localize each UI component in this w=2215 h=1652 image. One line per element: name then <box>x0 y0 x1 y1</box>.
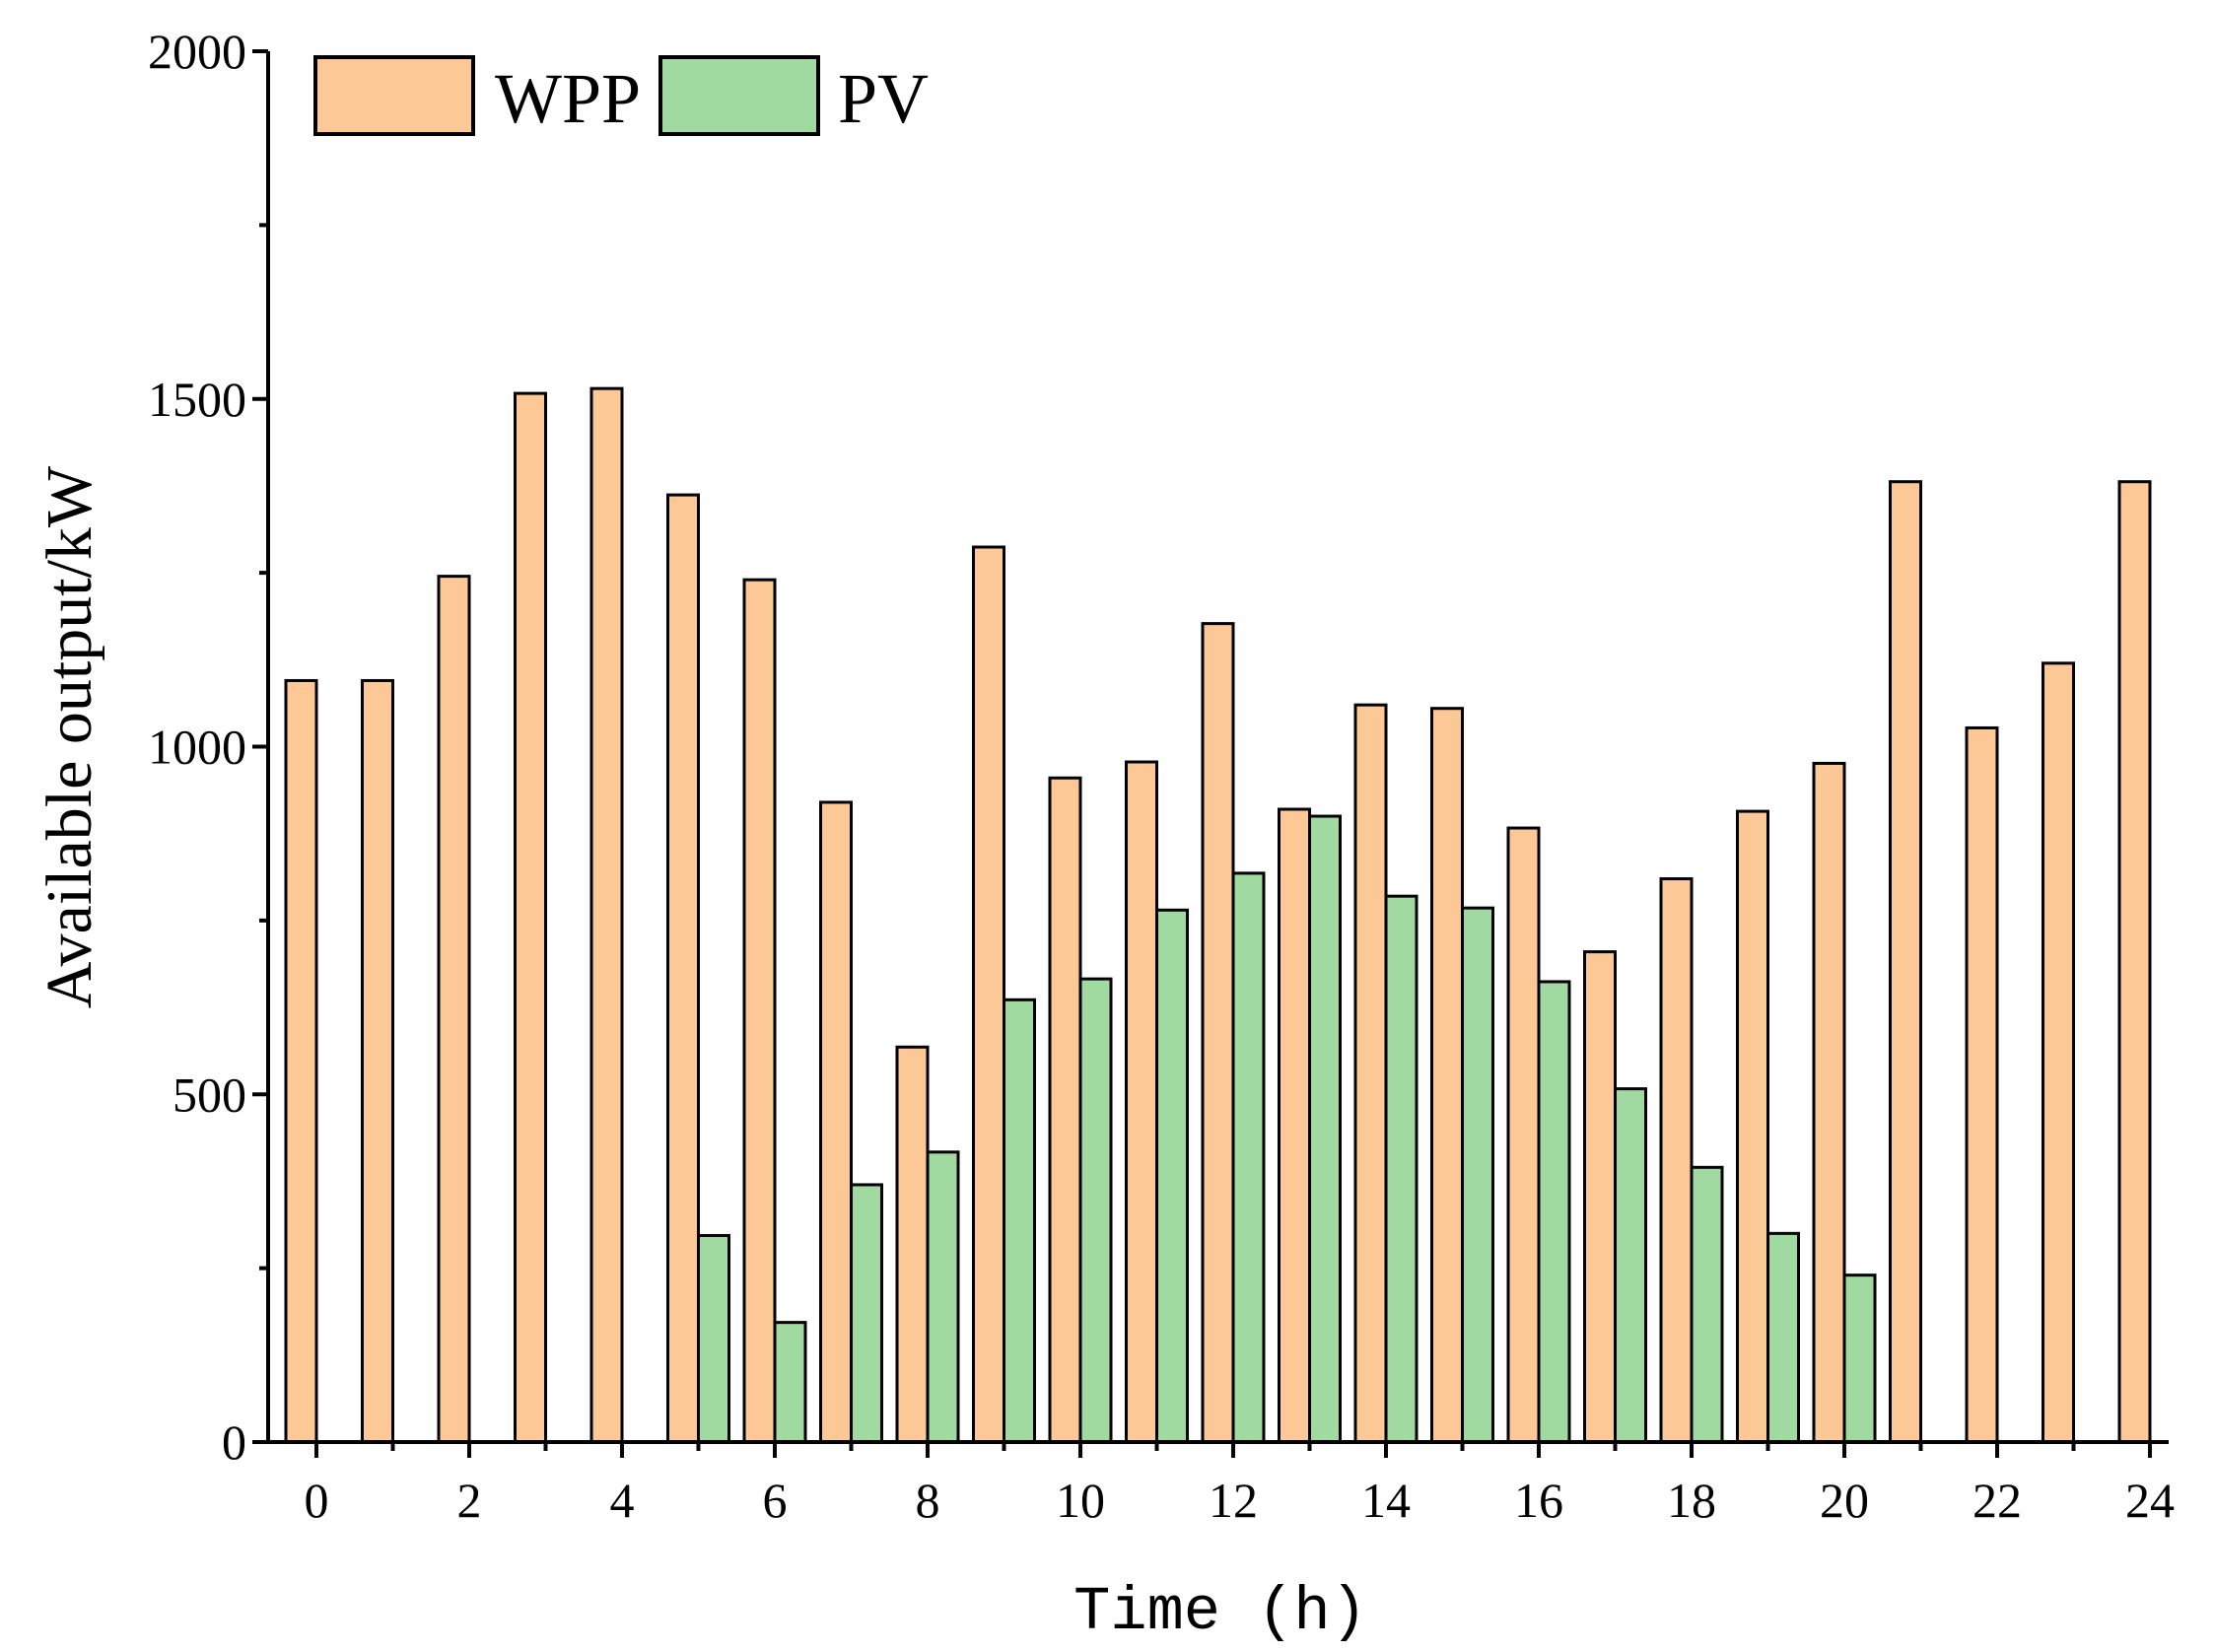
wpp-bar-4 <box>589 386 624 1444</box>
wpp-bar-3 <box>514 391 547 1444</box>
wpp-bar-12 <box>1201 622 1235 1444</box>
wpp-bar-14 <box>1353 703 1388 1444</box>
pv-bar-19 <box>1766 1231 1800 1444</box>
pv-bar-16 <box>1537 980 1571 1444</box>
wpp-bar-10 <box>1048 776 1082 1444</box>
pv-bar-11 <box>1155 908 1189 1444</box>
y-axis-title: Available output/kW <box>34 465 105 1008</box>
wpp-bar-9 <box>972 545 1005 1444</box>
wpp-bar-13 <box>1278 807 1311 1444</box>
wpp-bar-1 <box>361 678 394 1444</box>
pv-bar-14 <box>1384 894 1419 1444</box>
wpp-bar-8 <box>895 1045 930 1444</box>
legend-label-pv: PV <box>838 59 929 138</box>
pv-bar-13 <box>1308 814 1342 1444</box>
legend-label-wpp: WPP <box>495 59 641 138</box>
pv-bar-5 <box>697 1233 730 1444</box>
pv-bar-7 <box>850 1183 883 1444</box>
y-tick-label: 500 <box>173 1067 246 1122</box>
y-tick-label: 2000 <box>148 24 246 79</box>
y-tick-label: 0 <box>222 1414 246 1470</box>
wpp-bar-16 <box>1506 826 1541 1444</box>
wpp-bar-18 <box>1659 877 1694 1444</box>
wpp-bar-24 <box>2117 480 2152 1444</box>
x-tick-label: 4 <box>610 1473 635 1528</box>
wpp-bar-5 <box>666 493 700 1444</box>
x-tick-label: 6 <box>763 1473 788 1528</box>
x-tick-label: 22 <box>1973 1473 2022 1528</box>
x-tick-label: 16 <box>1514 1473 1563 1528</box>
pv-bar-6 <box>773 1321 807 1444</box>
x-tick-label: 10 <box>1056 1473 1105 1528</box>
legend-swatch-pv <box>658 55 820 136</box>
x-tick-label: 18 <box>1667 1473 1716 1528</box>
y-tick-label: 1500 <box>148 372 246 427</box>
pv-bar-8 <box>926 1150 960 1444</box>
x-tick-label: 14 <box>1361 1473 1411 1528</box>
pv-bar-18 <box>1690 1165 1724 1444</box>
pv-bar-17 <box>1614 1087 1647 1444</box>
wpp-bar-21 <box>1889 480 1922 1444</box>
pv-bar-20 <box>1842 1273 1877 1444</box>
x-axis-title: Time (h) <box>1073 1577 1367 1647</box>
x-tick-label: 2 <box>457 1473 482 1528</box>
legend-swatch-wpp <box>313 55 475 136</box>
wpp-series <box>284 386 2152 1444</box>
wpp-bar-20 <box>1812 761 1846 1444</box>
pv-bar-15 <box>1461 906 1494 1444</box>
pv-bar-9 <box>1003 998 1036 1444</box>
y-tick-label: 1000 <box>148 720 246 775</box>
wpp-bar-2 <box>437 575 471 1444</box>
x-tick-label: 8 <box>916 1473 940 1528</box>
x-tick-label: 24 <box>2125 1473 2175 1528</box>
x-tick-label: 12 <box>1209 1473 1258 1528</box>
wpp-bar-22 <box>1965 725 1999 1444</box>
pv-bar-10 <box>1078 977 1113 1444</box>
wpp-bar-17 <box>1583 950 1617 1444</box>
wpp-bar-23 <box>2042 661 2075 1444</box>
wpp-bar-11 <box>1125 760 1158 1444</box>
wpp-bar-19 <box>1736 809 1769 1444</box>
x-tick-label: 20 <box>1820 1473 1869 1528</box>
wpp-bar-15 <box>1430 707 1464 1444</box>
wpp-bar-6 <box>742 578 777 1444</box>
pv-series <box>697 814 1877 1444</box>
legend: WPP PV <box>313 55 929 138</box>
wpp-bar-0 <box>284 678 318 1444</box>
wpp-bar-7 <box>819 800 853 1444</box>
x-tick-label: 0 <box>305 1473 329 1528</box>
pv-bar-12 <box>1231 871 1266 1444</box>
